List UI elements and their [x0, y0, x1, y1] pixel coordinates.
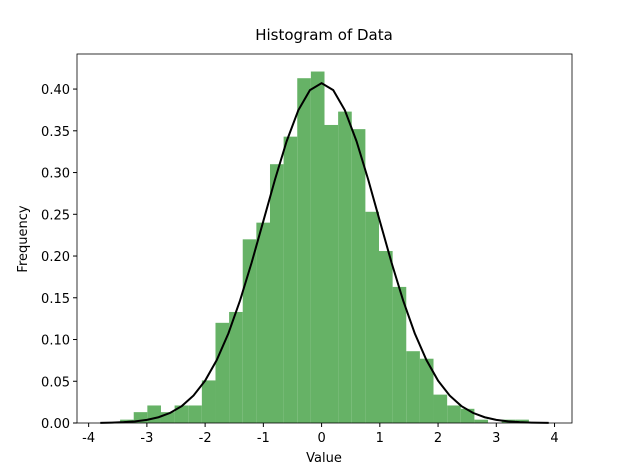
bar [379, 251, 393, 423]
bar [406, 351, 420, 423]
bar [433, 394, 448, 423]
bar [474, 419, 489, 423]
y-tick-label: 0.15 [41, 292, 70, 307]
x-tick-label: -1 [257, 431, 270, 446]
density-curve [100, 81, 549, 424]
x-tick-label: 3 [492, 431, 500, 446]
bar [188, 405, 202, 423]
bar [160, 412, 175, 423]
bar [242, 239, 257, 423]
x-tick-label: 0 [317, 431, 325, 446]
bar [460, 408, 475, 423]
bar [269, 164, 284, 423]
x-tick-label: -4 [82, 431, 95, 446]
y-tick-label: 0.00 [41, 417, 70, 432]
bar [338, 111, 352, 424]
y-axis-label: Frequency [16, 205, 31, 272]
bar [365, 211, 380, 423]
bar [229, 311, 243, 423]
bar [392, 286, 407, 423]
bar [147, 405, 161, 423]
bar [174, 405, 189, 423]
y-tick-label: 0.40 [41, 83, 70, 98]
x-tick-label: 2 [434, 431, 442, 446]
bar [201, 380, 216, 423]
y-tick-label: 0.35 [41, 125, 70, 140]
plot-frame [76, 53, 573, 424]
y-tick-label: 0.25 [41, 208, 70, 223]
bar [133, 412, 148, 423]
bar [351, 129, 366, 423]
bar [310, 71, 325, 423]
bar [256, 222, 270, 423]
y-tick-label: 0.05 [41, 375, 70, 390]
bar [447, 405, 461, 423]
bar [283, 136, 298, 423]
x-tick-label: -2 [199, 431, 212, 446]
bar [324, 124, 339, 423]
y-tick-label: 0.30 [41, 167, 70, 182]
x-tick-label: 4 [550, 431, 558, 446]
x-tick-label: 1 [376, 431, 384, 446]
chart-title: Histogram of Data [255, 26, 393, 44]
x-tick-label: -3 [140, 431, 153, 446]
bar [419, 358, 434, 423]
x-axis-label: Value [306, 451, 342, 466]
y-tick-label: 0.20 [41, 250, 70, 265]
bar [215, 322, 230, 423]
bar [297, 78, 311, 424]
y-tick-label: 0.10 [41, 334, 70, 349]
